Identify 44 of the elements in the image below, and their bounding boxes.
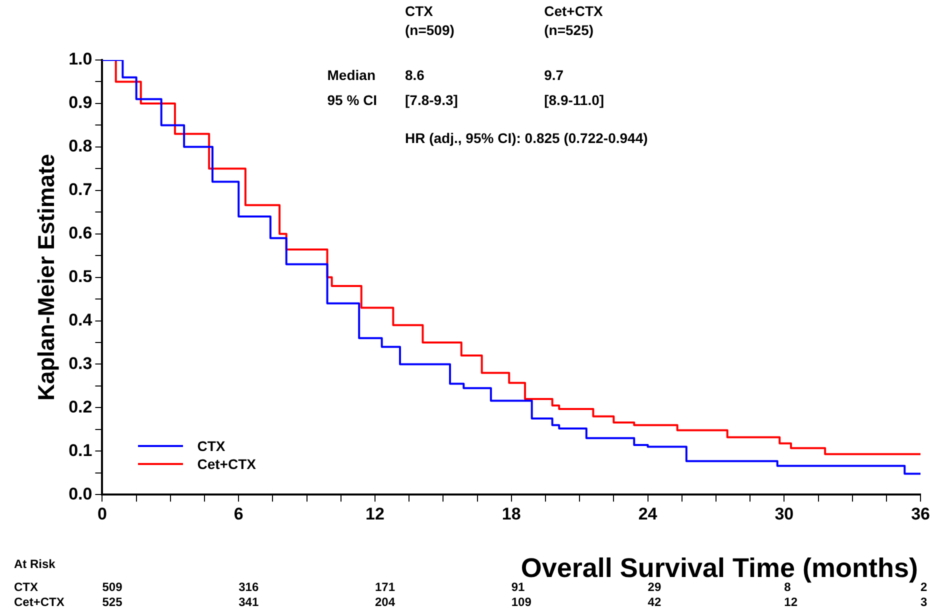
text: At Risk: [14, 556, 56, 572]
annotation: HR (adj., 95% CI): 0.825 (0.722-0.944): [405, 129, 648, 148]
text: 109: [511, 594, 532, 608]
y-tick-label: 0.3: [68, 354, 92, 373]
legend-label: CTX: [197, 438, 226, 454]
text: 12: [784, 594, 798, 608]
text: Cet+CTX: [14, 594, 64, 608]
text: 171: [375, 579, 396, 596]
x-tick-label: 12: [366, 504, 384, 524]
y-tick-label: 0.6: [68, 224, 92, 243]
x-tick-label: 30: [774, 504, 794, 524]
annotation: Median: [327, 66, 376, 85]
y-tick-label: 0.4: [68, 310, 93, 330]
y-tick-label: 0.7: [68, 180, 92, 200]
y-tick-label: 1.0: [68, 50, 92, 69]
text: 341: [238, 594, 259, 608]
text: CTX: [14, 579, 38, 596]
text: 204: [375, 594, 396, 608]
text: 42: [648, 594, 662, 608]
x-tick-label: 6: [234, 504, 244, 524]
y-tick-label: 0.1: [68, 440, 92, 460]
annotation: 9.7: [544, 66, 564, 85]
y-tick-label: 0.2: [68, 397, 92, 416]
annotation: 8.6: [405, 66, 424, 85]
text: 2: [920, 579, 928, 596]
text: Cet+CTX (n=525): [544, 2, 603, 40]
annotation: [7.8-9.3]: [405, 91, 458, 110]
x-tick-label: 36: [911, 504, 930, 524]
x-tick-label: 18: [502, 504, 521, 524]
text: 525: [102, 594, 122, 608]
x-tick-label: 24: [638, 504, 658, 524]
y-tick-label: 0.9: [68, 93, 92, 112]
y-tick-label: 0.8: [68, 136, 92, 156]
legend-label: Cet+CTX: [197, 456, 256, 472]
y-axis-title: Kaplan-Meier Estimate: [33, 154, 60, 401]
text: CTX (n=509): [405, 2, 454, 40]
x-tick-label: 0: [98, 504, 107, 524]
annotation: [8.9-11.0]: [544, 91, 604, 110]
text: 509: [102, 579, 122, 596]
y-tick-label: 0.5: [68, 266, 92, 286]
text: 3: [920, 594, 928, 608]
text: 316: [238, 579, 259, 596]
y-tick-label: 0.0: [68, 484, 92, 504]
annotation: 95 % CI: [327, 91, 378, 110]
